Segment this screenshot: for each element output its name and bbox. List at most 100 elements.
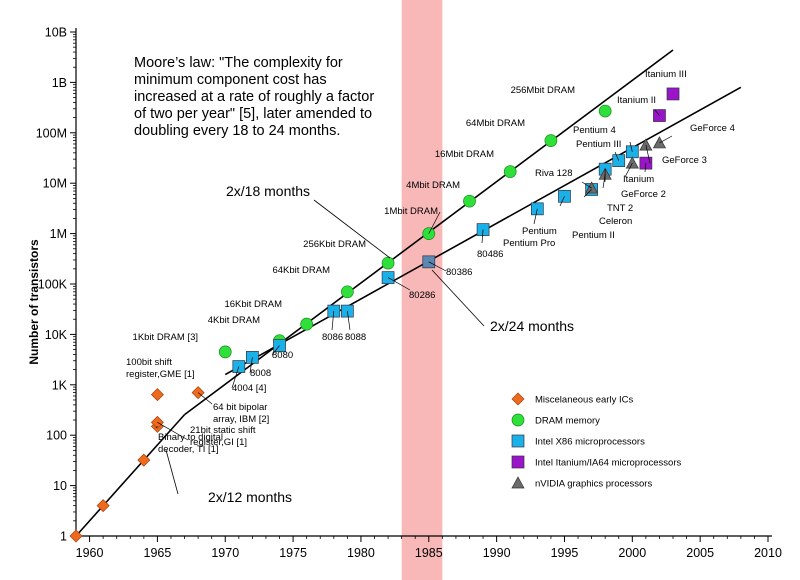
y-tick-label: 10B	[45, 26, 67, 40]
leader-line	[197, 392, 213, 405]
point-label: 8008	[250, 368, 271, 379]
point-label: 256Mbit DRAM	[511, 85, 575, 96]
leader-line	[629, 141, 633, 152]
point-label-line: 64 bit bipolar	[213, 402, 267, 413]
point-label: 256Kbit DRAM	[303, 239, 366, 250]
leader-line	[659, 135, 673, 144]
quote-line: minimum component cost has	[134, 72, 327, 88]
rate-leader-line	[313, 199, 391, 259]
quote-line: increased at a rate of roughly a factor	[134, 89, 375, 105]
growth-rate-label: 2x/18 months	[226, 183, 310, 199]
data-point-circle	[544, 134, 558, 147]
legend-label: Miscelaneous early ICs	[535, 395, 633, 406]
point-label: 64Mbit DRAM	[466, 118, 525, 129]
point-label: GeForce 4	[690, 123, 735, 134]
data-point-diamond	[96, 499, 110, 513]
point-label: 4004 [4]	[232, 383, 266, 394]
leader-line	[559, 196, 565, 207]
trend-line	[75, 414, 186, 537]
point-label-line: register,GME [1]	[126, 369, 195, 380]
point-label: 4Mbit DRAM	[406, 180, 460, 191]
x-tick-label: 1995	[551, 546, 579, 560]
point-label: Itanium II	[617, 95, 656, 106]
leader-line	[614, 151, 620, 161]
point-label: 80486	[477, 249, 503, 260]
leader-line	[155, 426, 158, 429]
legend-marker-square	[511, 455, 525, 469]
point-label: 64 bit bipolar array, IBM [2]	[213, 402, 269, 425]
legend-marker-triangle	[511, 476, 525, 489]
point-label-line: Binary to digital	[158, 432, 223, 443]
data-point-square	[666, 87, 680, 101]
leader-line	[624, 162, 633, 178]
x-tick-label: 1970	[211, 546, 239, 560]
leader-line	[331, 311, 335, 331]
quote-line: Moore’s law: "The complexity for	[134, 55, 343, 71]
point-label: 16Mbit DRAM	[435, 149, 494, 160]
x-tick-label: 1975	[279, 546, 307, 560]
y-tick-label: 100K	[38, 278, 68, 292]
point-label: 80286	[409, 290, 435, 301]
point-label: Pentium 4	[573, 125, 616, 136]
x-tick-label: 2010	[754, 546, 782, 560]
y-tick-label: 10K	[45, 328, 68, 342]
point-label: 21bit static shift register,GI [1]	[190, 425, 256, 448]
point-label: 80386	[446, 267, 472, 278]
y-tick-label: 10M	[43, 177, 67, 191]
leader-line	[654, 109, 660, 116]
point-label: Binary to digital decoder, TI [1]	[158, 432, 223, 455]
data-point-triangle	[585, 181, 599, 194]
leader-line	[481, 229, 484, 244]
x-tick-label: 2005	[686, 546, 714, 560]
point-label: GeForce 3	[662, 155, 707, 166]
quote-line: doubling every 18 to 24 months.	[134, 123, 341, 139]
moores-law-quote: Moore’s law: "The complexity for minimum…	[134, 55, 394, 140]
y-tick-label: 10	[53, 479, 67, 493]
x-tick-label: 1980	[347, 546, 375, 560]
point-label: 8080	[272, 350, 293, 361]
x-tick-label: 1990	[483, 546, 511, 560]
data-point-triangle	[652, 136, 667, 149]
y-axis-label: Number of transistors	[27, 239, 41, 365]
legend-marker-circle	[511, 413, 525, 427]
y-tick-label: 1K	[52, 378, 68, 392]
x-tick-label: 1960	[76, 546, 104, 560]
legend-label: nVIDIA graphics processors	[535, 479, 652, 490]
point-label: 16Kbit DRAM	[224, 299, 282, 310]
leader-line	[583, 189, 592, 198]
x-tick-label: 2000	[618, 546, 646, 560]
point-label-line: register,GI [1]	[190, 437, 247, 448]
data-point-circle	[218, 345, 232, 359]
growth-rate-label: 2x/12 months	[208, 489, 292, 505]
highlight-band	[401, 0, 443, 580]
y-tick-label: 100	[46, 429, 67, 443]
point-label: GeForce 2	[621, 189, 666, 200]
leader-line	[387, 277, 411, 291]
data-point-triangle	[625, 156, 639, 169]
point-label: Pentium Pro	[503, 238, 555, 249]
leader-line	[428, 211, 441, 234]
data-point-circle	[503, 165, 517, 178]
point-label: 64Kbit DRAM	[272, 265, 330, 276]
legend-label: Intel Itanium/IA64 microprocessors	[535, 458, 682, 469]
leader-line	[644, 163, 647, 173]
point-label: Itanium	[623, 174, 654, 185]
y-tick-label: 1M	[50, 227, 67, 241]
data-point-circle	[300, 317, 314, 331]
point-label-line: array, IBM [2]	[213, 414, 269, 425]
x-tick-label: 1985	[415, 546, 443, 560]
leader-line	[271, 345, 280, 356]
data-point-diamond	[69, 529, 83, 543]
point-label-line: 21bit static shift	[190, 425, 256, 436]
leader-line	[249, 357, 253, 374]
point-label-line: decoder, TI [1]	[158, 444, 219, 455]
data-point-circle	[463, 194, 476, 208]
point-label: Celeron	[599, 216, 632, 227]
growth-rate-label: 2x/24 months	[490, 318, 574, 334]
rate-leader-line	[165, 449, 179, 495]
y-tick-label: 100M	[36, 126, 67, 140]
point-label: 8088	[345, 332, 366, 343]
data-point-triangle	[639, 138, 653, 151]
y-tick-label: 1B	[52, 76, 67, 90]
